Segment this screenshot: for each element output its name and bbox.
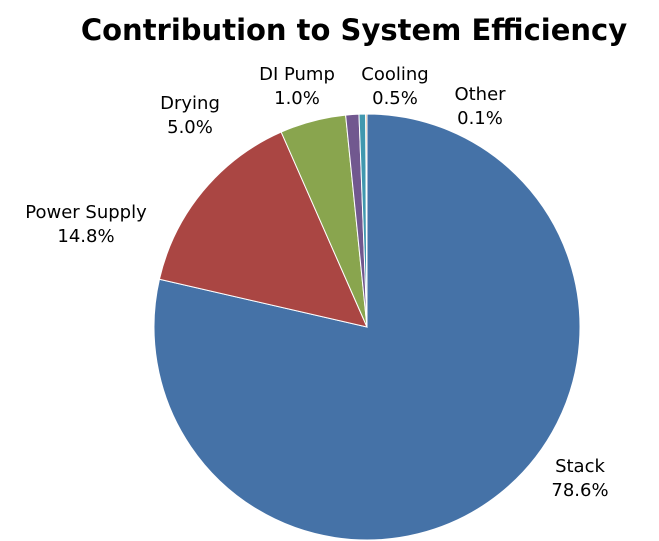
slice-value-label-di-pump: 1.0% xyxy=(274,88,320,109)
slice-label-drying: Drying xyxy=(160,93,220,114)
slice-value-label-other: 0.1% xyxy=(457,108,503,129)
slice-label-power-supply: Power Supply xyxy=(25,202,147,223)
slice-value-label-drying: 5.0% xyxy=(167,117,213,138)
pie-slice-other xyxy=(365,113,368,328)
pie-labels: Stack 78.6% Power Supply 14.8% Drying 5.0% DI … xyxy=(25,64,608,501)
slice-value-label-cooling: 0.5% xyxy=(372,88,418,109)
pie-slices xyxy=(153,113,581,541)
slice-value-label-stack: 78.6% xyxy=(551,480,608,501)
slice-label-cooling: Cooling xyxy=(361,64,428,85)
slice-label-other: Other xyxy=(454,84,506,105)
pie-slice-stack xyxy=(153,113,581,541)
slice-label-stack: Stack xyxy=(555,456,605,477)
pie-slice-power-supply xyxy=(158,131,368,328)
slice-value-label-power-supply: 14.8% xyxy=(57,226,114,247)
chart-title: Contribution to System Efficiency xyxy=(81,13,627,47)
slice-label-di-pump: DI Pump xyxy=(259,64,335,85)
